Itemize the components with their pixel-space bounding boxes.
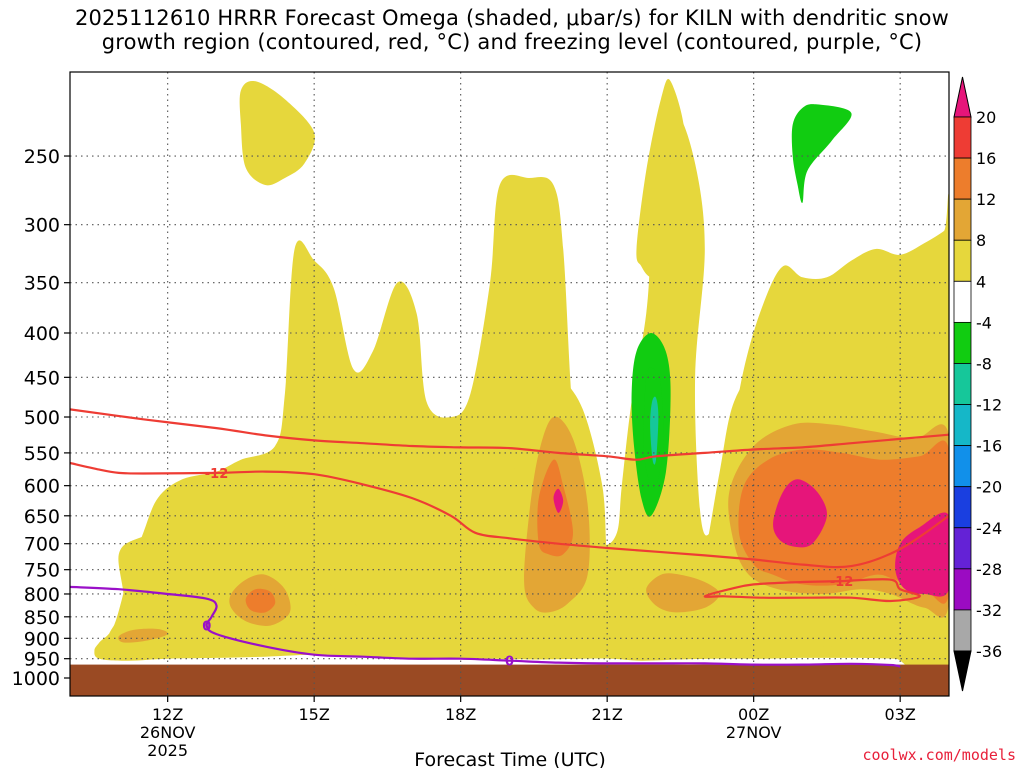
- dgz-contour-2-label: -12: [830, 575, 854, 590]
- chart-title: 2025112610 HRRR Forecast Omega (shaded, …: [0, 6, 1024, 54]
- contour-lines: -12 -12 0 0: [70, 408, 949, 670]
- omega-region-15: [895, 512, 949, 597]
- omega-region-1: [239, 80, 315, 186]
- colorbar: 20 16 12 8 4 -4 -8 -12 -16 -20 -24 -28 -32 -36: [953, 76, 1002, 692]
- chart-title-line1: 2025112610 HRRR Forecast Omega (shaded, …: [74, 6, 950, 30]
- omega-region-20: [650, 396, 659, 465]
- y-tick-label: 350: [24, 273, 60, 295]
- x-tick-label: 18Z: [445, 705, 476, 724]
- dgz-contour-2: [703, 578, 921, 603]
- y-tick-label: 900: [24, 628, 60, 650]
- y-tick-label: 950: [24, 649, 60, 671]
- colorbar-label: -36: [976, 642, 1002, 661]
- y-tick-label: 750: [24, 560, 60, 582]
- ground-fill: [70, 664, 949, 696]
- x-tick-label: 15Z: [299, 705, 330, 724]
- colorbar-bottom-arrow: [953, 650, 972, 692]
- omega-region-12: [245, 588, 276, 613]
- plot-frame: [69, 71, 950, 697]
- credit-text: coolwx.com/models: [862, 746, 1016, 764]
- y-tick-label: 650: [24, 506, 60, 528]
- colorbar-swatch: [953, 198, 972, 241]
- omega-region-3: [106, 465, 364, 647]
- colorbar-label: -20: [976, 478, 1002, 497]
- y-tick-label: 800: [24, 584, 60, 606]
- freezing-contour-0-label: 0: [505, 655, 514, 670]
- colorbar-label: -12: [976, 396, 1002, 415]
- omega-region-11: [537, 459, 573, 557]
- omega-region-16: [553, 488, 564, 513]
- colorbar-label: 20: [976, 108, 996, 127]
- colorbar-label: 12: [976, 190, 996, 209]
- y-tick-label: 550: [24, 443, 60, 465]
- colorbar-label: -8: [976, 354, 992, 373]
- x-tick-label: 12Z: [152, 705, 183, 724]
- colorbar-label: -28: [976, 560, 1002, 579]
- colorbar-swatch: [953, 363, 972, 405]
- omega-region-14: [773, 479, 827, 548]
- freezing-contour-0-label: 0: [202, 620, 211, 635]
- axes: 2503003504004505005506006507007508008509…: [12, 146, 916, 760]
- colorbar-swatch: [953, 568, 972, 611]
- colorbar-swatch: [953, 116, 972, 159]
- dgz-contour-1: [70, 461, 949, 569]
- colorbar-swatch: [953, 445, 972, 488]
- y-tick-label: 1000: [12, 668, 60, 690]
- x-tick-date: 27NOV: [726, 723, 782, 742]
- colorbar-swatch: [953, 321, 972, 364]
- colorbar-label: 16: [976, 149, 996, 168]
- x-axis-label: Forecast Time (UTC): [414, 749, 605, 768]
- grid-lines: [70, 72, 949, 696]
- y-tick-label: 600: [24, 476, 60, 498]
- dgz-contour-0: [70, 408, 949, 461]
- colorbar-label: -16: [976, 437, 1002, 456]
- y-tick-label: 700: [24, 534, 60, 556]
- colorbar-label: 8: [976, 231, 986, 250]
- colorbar-swatch: [953, 404, 972, 447]
- colorbar-top-arrow: [953, 76, 972, 118]
- colorbar-swatch: [953, 280, 972, 323]
- y-tick-label: 850: [24, 607, 60, 629]
- x-tick-label: 03Z: [885, 705, 916, 724]
- x-tick-label: 00Z: [738, 705, 769, 724]
- colorbar-swatch: [953, 157, 972, 200]
- y-tick-label: 450: [24, 367, 60, 389]
- colorbar-label: -32: [976, 601, 1002, 620]
- y-tick-label: 300: [24, 215, 60, 237]
- colorbar-label: -24: [976, 519, 1002, 538]
- omega-region-9: [646, 573, 720, 613]
- freezing-contour-0: [70, 585, 901, 668]
- omega-region-17: [660, 140, 671, 215]
- omega-shading: [94, 79, 949, 693]
- x-tick-year: 2025: [147, 741, 188, 760]
- colorbar-swatch: [953, 239, 972, 282]
- dgz-contour-1-label: -12: [205, 467, 229, 482]
- x-tick-date: 26NOV: [140, 723, 196, 742]
- colorbar-swatch: [953, 527, 972, 570]
- ground-layer: [70, 664, 949, 696]
- omega-region-5: [289, 293, 306, 370]
- colorbar-swatch: [953, 609, 972, 652]
- colorbar-swatch: [953, 486, 972, 529]
- y-tick-label: 400: [24, 323, 60, 345]
- y-tick-label: 500: [24, 407, 60, 429]
- omega-region-8: [118, 628, 168, 643]
- x-tick-label: 21Z: [592, 705, 623, 724]
- chart-title-line2: growth region (contoured, red, °C) and f…: [101, 30, 923, 54]
- colorbar-label: -4: [976, 313, 992, 332]
- omega-region-21: [791, 104, 852, 204]
- colorbar-label: 4: [976, 272, 986, 291]
- y-tick-label: 250: [24, 146, 60, 168]
